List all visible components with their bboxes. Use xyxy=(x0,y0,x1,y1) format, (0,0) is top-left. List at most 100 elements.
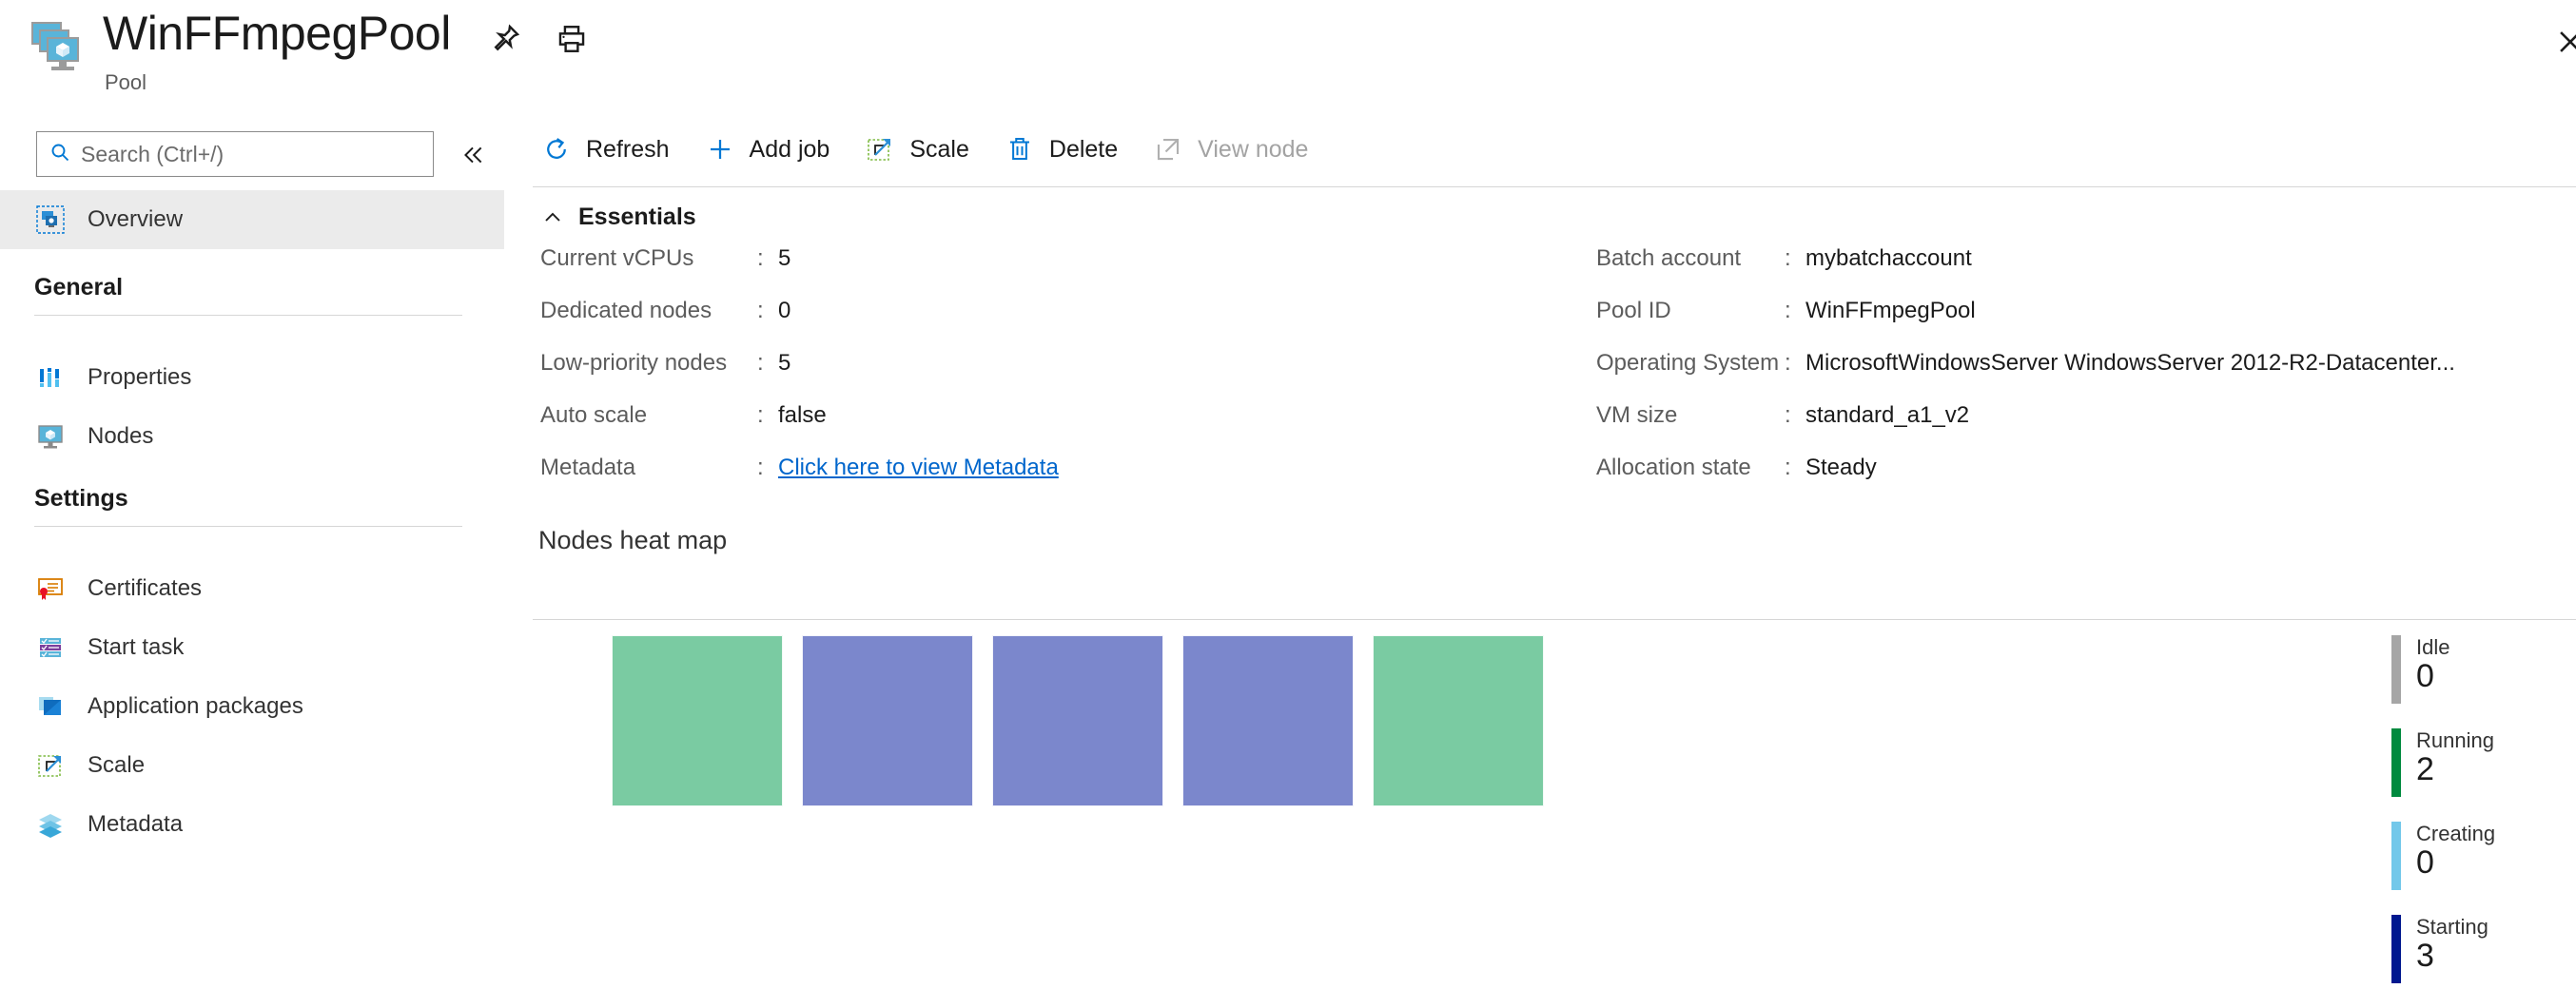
chevron-up-icon xyxy=(540,205,565,230)
essentials-row: Low-priority nodes : 5 xyxy=(540,350,1539,402)
essentials-key: Operating System xyxy=(1596,350,1780,376)
properties-icon xyxy=(34,361,67,394)
refresh-label: Refresh xyxy=(586,135,670,163)
essentials-key: Current vCPUs xyxy=(540,245,694,271)
sidebar-item-certificates[interactable]: Certificates xyxy=(0,559,504,618)
legend-count: 2 xyxy=(2416,751,2434,788)
colon: : xyxy=(757,350,764,376)
colon: : xyxy=(1785,402,1791,428)
search-icon xyxy=(49,141,71,168)
plus-icon xyxy=(704,133,736,165)
essentials-row: Allocation state : Steady xyxy=(1596,455,2566,507)
legend-color-swatch xyxy=(2391,915,2401,983)
essentials-key: Auto scale xyxy=(540,402,648,428)
legend-color-swatch xyxy=(2391,728,2401,797)
colon: : xyxy=(1785,245,1791,271)
sidebar-item-application-packages[interactable]: Application packages xyxy=(0,677,504,736)
essentials-key: Dedicated nodes xyxy=(540,298,712,323)
sidebar-item-label: Nodes xyxy=(88,423,154,449)
sidebar-group-general: General xyxy=(34,274,464,316)
delete-button[interactable]: Delete xyxy=(1004,125,1118,174)
legend-count: 3 xyxy=(2416,938,2434,975)
sidebar-item-properties[interactable]: Properties xyxy=(0,348,504,407)
pin-icon[interactable] xyxy=(483,17,527,61)
essentials-value: WinFFmpegPool xyxy=(1805,298,1976,323)
heatmap-title: Nodes heat map xyxy=(538,526,728,554)
sidebar-item-overview[interactable]: Overview xyxy=(0,190,504,249)
sidebar-item-label: Properties xyxy=(88,364,192,390)
toolbar-divider xyxy=(533,186,2576,187)
legend-count: 0 xyxy=(2416,844,2434,882)
essentials-row: Metadata : Click here to view Metadata xyxy=(540,455,1539,507)
sidebar-item-metadata[interactable]: Metadata xyxy=(0,795,504,854)
scale-icon xyxy=(34,749,67,782)
essentials-title: Essentials xyxy=(578,204,696,230)
heatmap-tile[interactable] xyxy=(1182,635,1354,806)
heatmap-tile[interactable] xyxy=(802,635,973,806)
essentials-key: Low-priority nodes xyxy=(540,350,728,376)
search-input[interactable] xyxy=(81,141,414,167)
sidebar-item-label: Certificates xyxy=(88,575,203,601)
essentials-key: Metadata xyxy=(540,455,636,480)
sidebar-group-title: Settings xyxy=(34,485,128,512)
essentials-value: MicrosoftWindowsServer WindowsServer 201… xyxy=(1805,350,2455,376)
command-toolbar: Refresh Add job Scale xyxy=(504,112,2576,186)
add-job-label: Add job xyxy=(749,135,830,163)
essentials-left-column: Current vCPUs : 5 Dedicated nodes : 0 Lo… xyxy=(540,245,1539,507)
colon: : xyxy=(1785,350,1791,376)
refresh-button[interactable]: Refresh xyxy=(540,125,670,174)
essentials-row: Batch account : mybatchaccount xyxy=(1596,245,2566,298)
sidebar-item-label: Overview xyxy=(88,206,184,232)
refresh-icon xyxy=(540,133,573,165)
sidebar: Overview General Properties xyxy=(0,112,504,987)
essentials-value: mybatchaccount xyxy=(1805,245,1972,271)
scale-icon xyxy=(864,133,896,165)
essentials-key: VM size xyxy=(1596,402,1678,428)
divider xyxy=(34,526,462,527)
add-job-button[interactable]: Add job xyxy=(704,125,830,174)
application-packages-icon xyxy=(34,690,67,723)
sidebar-item-label: Metadata xyxy=(88,811,184,837)
sidebar-item-nodes[interactable]: Nodes xyxy=(0,407,504,466)
sidebar-item-scale[interactable]: Scale xyxy=(0,736,504,795)
page-title: WinFFmpegPool xyxy=(103,7,451,60)
legend-label: Creating xyxy=(2416,822,2496,845)
view-node-button[interactable]: View node xyxy=(1152,125,1308,174)
essentials-key: Allocation state xyxy=(1596,455,1751,480)
certificate-icon xyxy=(34,572,67,605)
view-metadata-link[interactable]: Click here to view Metadata xyxy=(778,455,1059,480)
page-subtitle: Pool xyxy=(105,70,147,94)
sidebar-group-settings: Settings xyxy=(34,485,464,527)
essentials-row: Dedicated nodes : 0 xyxy=(540,298,1539,350)
legend-count: 0 xyxy=(2416,658,2434,695)
nodes-icon xyxy=(34,420,67,453)
scale-button[interactable]: Scale xyxy=(864,125,969,174)
view-node-label: View node xyxy=(1198,135,1309,163)
colon: : xyxy=(757,455,764,480)
essentials-toggle[interactable]: Essentials xyxy=(540,204,696,231)
close-icon[interactable] xyxy=(2547,19,2576,65)
external-link-icon xyxy=(1152,133,1184,165)
essentials-value: standard_a1_v2 xyxy=(1805,402,1970,428)
sidebar-item-start-task[interactable]: Start task xyxy=(0,618,504,677)
heatmap-tile[interactable] xyxy=(1373,635,1544,806)
trash-icon xyxy=(1004,133,1036,165)
colon: : xyxy=(757,245,764,271)
essentials-value: 0 xyxy=(778,298,791,323)
heatmap-tile[interactable] xyxy=(612,635,783,806)
chevron-double-left-icon[interactable] xyxy=(455,137,491,173)
essentials-key: Batch account xyxy=(1596,245,1742,271)
search-box[interactable] xyxy=(36,131,434,177)
essentials-divider xyxy=(533,619,2576,620)
legend-label: Idle xyxy=(2416,635,2450,659)
heatmap-legend: Idle 0 Running 2 Creating 0 Starting 3 xyxy=(2391,635,2572,1008)
metadata-icon xyxy=(34,808,67,841)
print-icon[interactable] xyxy=(550,17,594,61)
heatmap-tile[interactable] xyxy=(992,635,1163,806)
essentials-key: Pool ID xyxy=(1596,298,1671,323)
colon: : xyxy=(1785,455,1791,480)
start-task-icon xyxy=(34,631,67,664)
legend-item-idle: Idle 0 xyxy=(2391,635,2572,704)
essentials-row: Current vCPUs : 5 xyxy=(540,245,1539,298)
essentials-row: Auto scale : false xyxy=(540,402,1539,455)
